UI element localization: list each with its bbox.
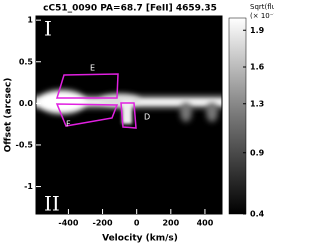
colorbar-tick-label: 0.4 [250, 210, 265, 219]
y-tick-label: -1 [24, 182, 33, 191]
hotspot [38, 90, 86, 114]
y-tick-label: 0.5 [19, 57, 34, 66]
colorbar-tick-label: 1.9 [250, 26, 265, 35]
colorbar-tick-label: 0.9 [250, 148, 265, 157]
colorbar-unit: (× 10⁻⁷) [250, 12, 274, 20]
annotation: D [144, 113, 150, 122]
colorbar-tick-label: 1.6 [250, 63, 265, 72]
colorbar-label: Sqrt(flux) [250, 3, 274, 11]
plot-frame [35, 15, 223, 215]
y-tick-label: 1 [27, 16, 33, 25]
y-tick-label: -0.5 [16, 140, 34, 149]
x-axis-label: Velocity (km/s) [102, 234, 178, 244]
x-tick-label: -200 [93, 219, 113, 228]
region-f [55, 103, 119, 127]
region-e [55, 73, 119, 99]
annotation: I [44, 17, 52, 41]
chart: cC51_0090 PA=68.7 [FeII] 4659.35 Sqrt(fl… [4, 3, 284, 244]
jet [122, 100, 132, 124]
annotation: E [90, 64, 95, 73]
y-tick-label: 0.0 [19, 99, 34, 108]
y-axis-label: Offset (arcsec) [4, 78, 14, 153]
colorbar-tick-label: 1.3 [250, 99, 264, 108]
x-tick-label: 200 [162, 219, 179, 228]
region-d [120, 102, 137, 129]
colorbar [228, 17, 247, 215]
knot [180, 102, 192, 122]
annotation: II [44, 192, 60, 216]
x-tick-label: -400 [58, 219, 78, 228]
x-tick-label: 400 [197, 219, 214, 228]
knot [206, 102, 218, 122]
annotation: F [66, 120, 71, 129]
x-tick-label: 0 [134, 219, 140, 228]
chart-title: cC51_0090 PA=68.7 [FeII] 4659.35 [43, 4, 217, 14]
